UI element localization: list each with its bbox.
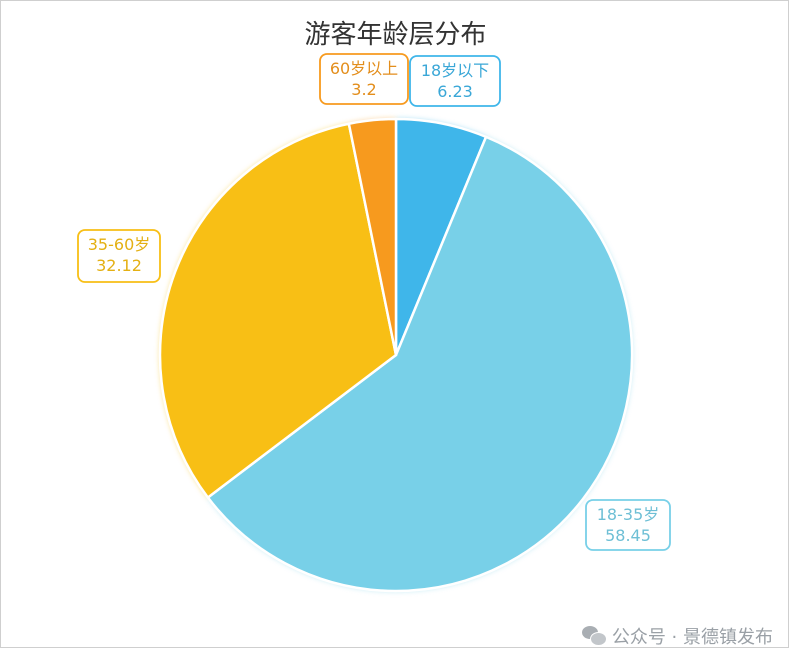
data-label-box-18-35 [585, 499, 671, 551]
pie-slice-over-60 [347, 117, 398, 357]
data-label-value-18-35: 58.45 [605, 526, 651, 545]
data-label-category-35-60: 35-60岁 [88, 235, 151, 254]
data-label-value-35-60: 32.12 [96, 256, 142, 275]
data-label-box-over-60 [319, 53, 409, 105]
data-label-category-over-60: 60岁以上 [330, 59, 398, 78]
data-label-box-35-60 [77, 229, 161, 283]
data-label-value-under-18: 6.23 [437, 82, 473, 101]
data-label-value-over-60: 3.2 [351, 80, 376, 99]
data-label-category-under-18: 18岁以下 [421, 61, 489, 80]
wechat-icon [581, 626, 607, 646]
chart-title: 游客年龄层分布 [304, 20, 487, 50]
watermark: 公众号 · 景德镇发布 [581, 623, 773, 649]
pie-slice-18-35 [206, 135, 634, 593]
data-label-box-under-18 [409, 55, 501, 107]
data-label-category-18-35: 18-35岁 [597, 505, 660, 524]
pie-slice-35-60 [158, 122, 398, 499]
watermark-text: 公众号 · 景德镇发布 [611, 627, 773, 648]
